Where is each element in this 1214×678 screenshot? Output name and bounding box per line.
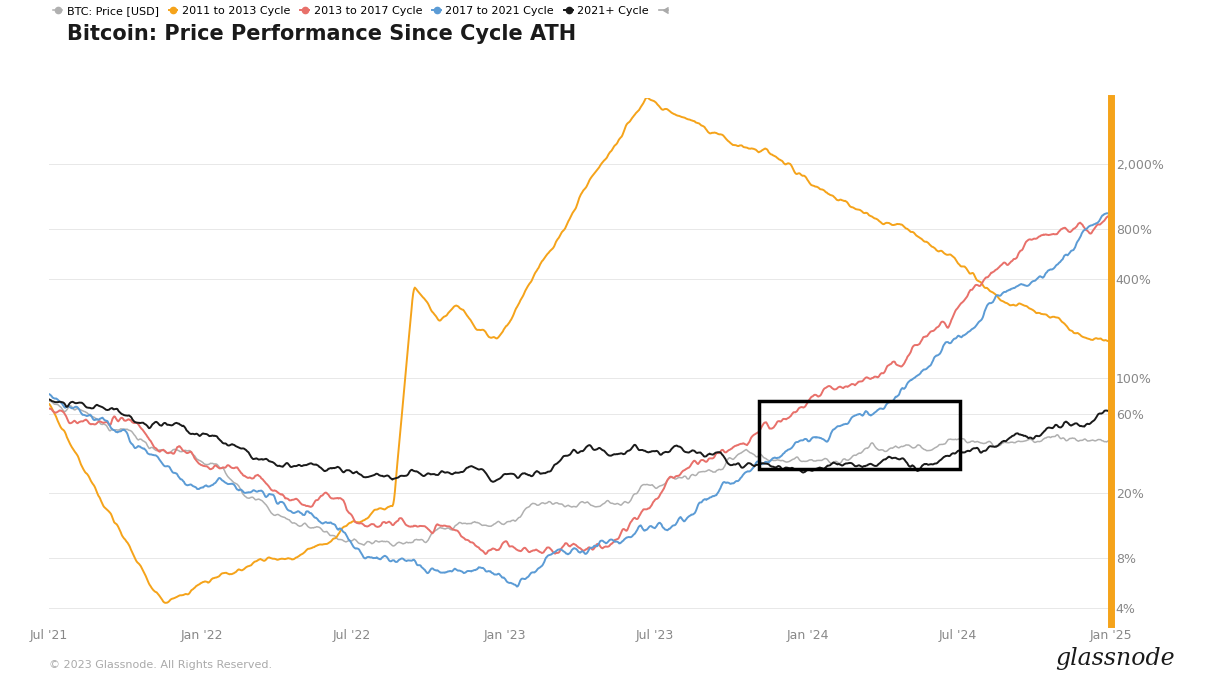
Legend: BTC: Price [USD], 2011 to 2013 Cycle, 2013 to 2017 Cycle, 2017 to 2021 Cycle, 20: BTC: Price [USD], 2011 to 2013 Cycle, 20… bbox=[49, 1, 677, 20]
Text: glassnode: glassnode bbox=[1055, 647, 1175, 670]
Text: © 2023 Glassnode. All Rights Reserved.: © 2023 Glassnode. All Rights Reserved. bbox=[49, 660, 272, 670]
Text: Bitcoin: Price Performance Since Cycle ATH: Bitcoin: Price Performance Since Cycle A… bbox=[67, 24, 575, 43]
Bar bbox=[759, 401, 959, 468]
